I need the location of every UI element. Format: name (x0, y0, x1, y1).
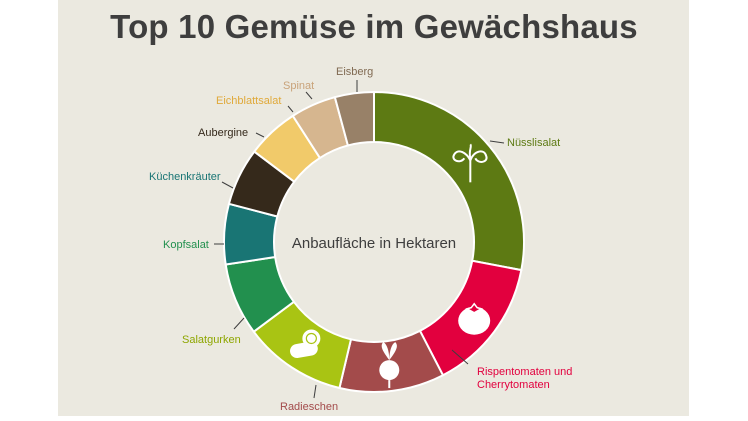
label-eichblattsalat: Eichblattsalat (216, 95, 281, 107)
label-radieschen: Radieschen (280, 401, 338, 413)
label-rispentomaten-und-cherrytomaten: Rispentomaten und Cherrytomaten (477, 366, 572, 391)
leader-kuchenkrauter (221, 181, 234, 189)
leader-nusslisalat (489, 140, 505, 144)
cucumber-icon (290, 329, 321, 358)
radish-icon (379, 342, 400, 389)
leader-eichblattsalat (287, 105, 294, 113)
leader-spinat (305, 91, 313, 100)
label-spinat: Spinat (283, 80, 314, 92)
label-kuchenkrauter: Küchenkräuter (149, 171, 221, 183)
leader-radieschen (313, 384, 317, 399)
label-nusslisalat: Nüsslisalat (507, 137, 560, 149)
chart-title: Top 10 Gemüse im Gewächshaus (110, 8, 638, 45)
slice-eisberg (333, 90, 375, 147)
label-kopfsalat: Kopfsalat (163, 239, 209, 251)
label-aubergine: Aubergine (198, 127, 248, 139)
label-eisberg: Eisberg (336, 66, 373, 78)
leader-rispentomaten-und-cherrytomaten (451, 349, 469, 365)
leader-aubergine (255, 132, 265, 138)
leader-salatgurken (233, 317, 245, 330)
lettuce-icon (452, 143, 488, 183)
tomato-icon (458, 302, 491, 335)
center-label: Anbaufläche in Hektaren (292, 235, 456, 252)
label-salatgurken: Salatgurken (182, 334, 241, 346)
